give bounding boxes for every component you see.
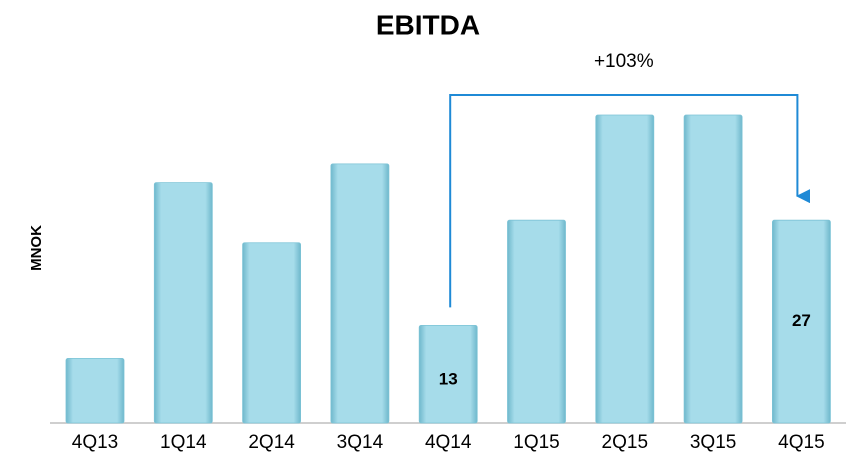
bar xyxy=(242,242,302,424)
x-tick-label: 2Q15 xyxy=(602,432,648,453)
x-tick-label: 4Q13 xyxy=(72,432,118,453)
bar xyxy=(153,182,213,424)
bar xyxy=(772,219,831,424)
growth-annotation: +103% xyxy=(594,51,654,72)
x-tick-label: 4Q15 xyxy=(778,432,824,453)
y-axis-label: MNOK xyxy=(28,225,45,271)
x-tick-label: 1Q14 xyxy=(160,432,207,453)
x-tick-label: 3Q15 xyxy=(690,432,736,453)
x-tick-label: 1Q15 xyxy=(513,432,559,453)
bar xyxy=(65,357,125,424)
growth-bracket xyxy=(449,94,810,308)
bar xyxy=(595,114,655,424)
bar xyxy=(507,219,566,424)
chart-title: EBITDA xyxy=(376,9,480,40)
bar xyxy=(683,114,743,424)
x-tick-label: 3Q14 xyxy=(337,432,384,453)
bar xyxy=(418,324,478,424)
value-label: 27 xyxy=(792,311,811,330)
value-label: 13 xyxy=(439,370,458,389)
bar xyxy=(330,163,390,424)
x-tick-label: 4Q14 xyxy=(425,432,472,453)
x-tick-label: 2Q14 xyxy=(248,432,295,453)
